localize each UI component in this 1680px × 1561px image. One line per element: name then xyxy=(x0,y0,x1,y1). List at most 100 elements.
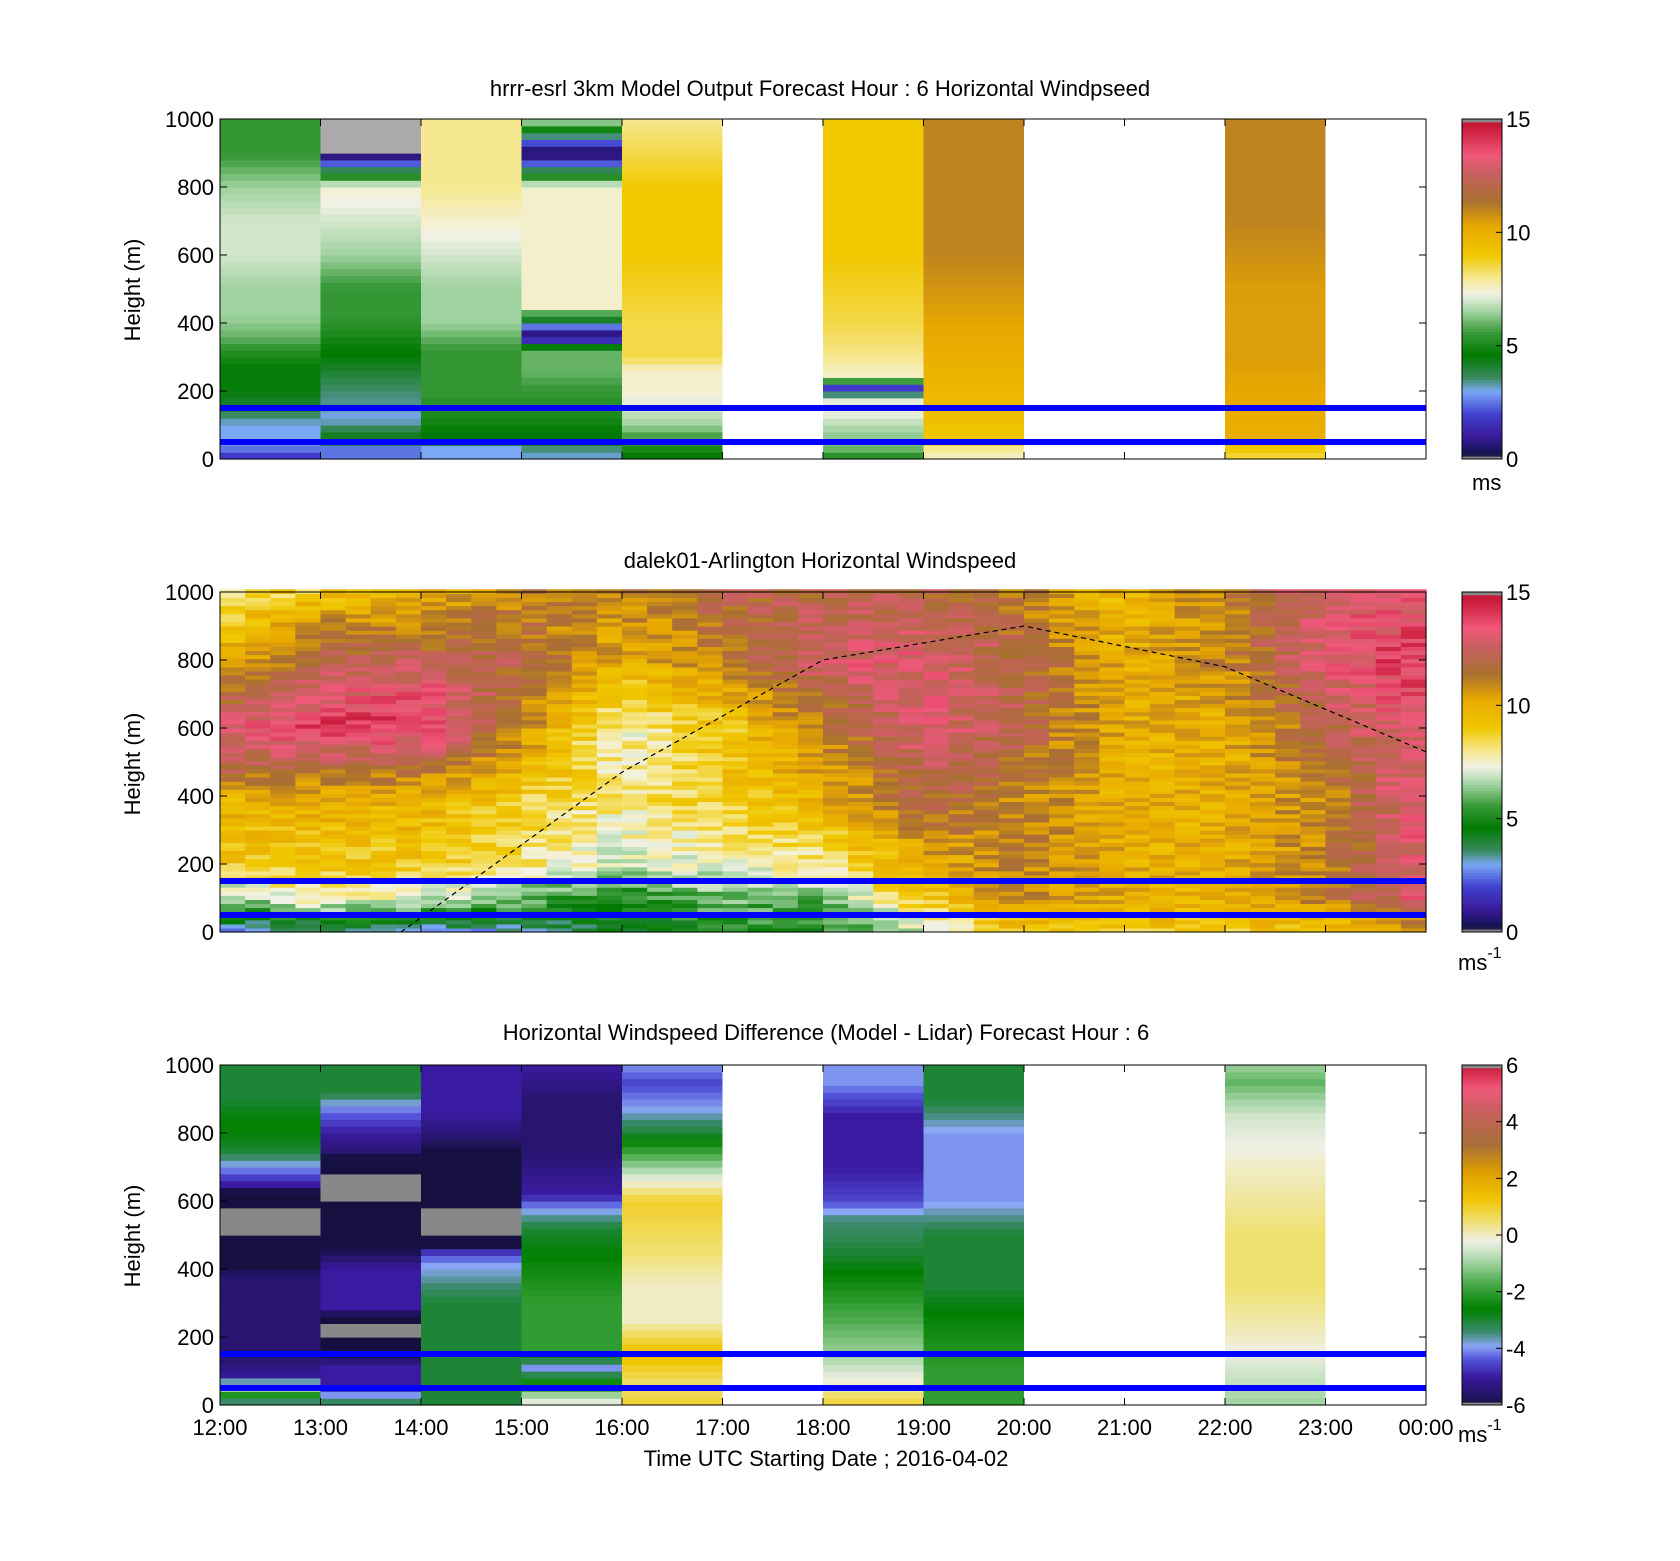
heatmap-cell xyxy=(1099,793,1126,798)
heatmap-cell xyxy=(395,711,422,717)
heatmap-cell xyxy=(270,915,296,921)
heatmap-cell xyxy=(1049,630,1075,635)
heatmap-cell xyxy=(571,707,598,713)
heatmap-cell xyxy=(421,838,447,843)
heatmap-cell xyxy=(320,1065,421,1073)
heatmap-cell xyxy=(923,597,950,603)
heatmap-cell xyxy=(1174,821,1201,827)
heatmap-cell xyxy=(421,858,447,864)
heatmap-cell xyxy=(823,275,924,283)
heatmap-cell xyxy=(1400,781,1427,786)
heatmap-cell xyxy=(446,760,472,766)
heatmap-cell xyxy=(1124,691,1151,696)
colorbar-swatch xyxy=(1462,835,1502,839)
heatmap-cell xyxy=(1225,370,1326,378)
heatmap-cell xyxy=(1400,846,1427,851)
heatmap-cell xyxy=(1099,866,1126,872)
heatmap-cell xyxy=(521,805,548,811)
heatmap-cell xyxy=(270,728,296,733)
heatmap-cell xyxy=(873,687,899,692)
heatmap-cell xyxy=(1350,858,1377,864)
heatmap-cell xyxy=(571,650,598,656)
heatmap-cell xyxy=(295,874,322,880)
heatmap-cell xyxy=(1225,634,1251,639)
heatmap-cell xyxy=(1350,609,1377,615)
heatmap-cell xyxy=(1049,772,1075,778)
heatmap-cell xyxy=(973,891,1000,896)
heatmap-cell xyxy=(772,772,799,778)
heatmap-cell xyxy=(496,834,523,839)
heatmap-cell xyxy=(622,883,648,888)
heatmap-cell xyxy=(395,927,422,933)
heatmap-cell xyxy=(647,903,673,909)
heatmap-cell xyxy=(370,866,397,872)
heatmap-cell xyxy=(1124,736,1151,741)
colorbar-swatch xyxy=(1462,436,1502,440)
heatmap-cell xyxy=(1400,658,1427,664)
heatmap-cell xyxy=(395,609,422,615)
heatmap-cell xyxy=(1325,870,1352,876)
heatmap-cell xyxy=(1325,654,1352,660)
heatmap-cell xyxy=(823,662,849,668)
heatmap-cell xyxy=(697,891,724,896)
heatmap-cell xyxy=(1124,817,1151,823)
heatmap-cell xyxy=(1250,695,1276,701)
heatmap-cell xyxy=(370,858,397,864)
heatmap-cell xyxy=(345,862,372,868)
heatmap-cell xyxy=(797,883,824,888)
heatmap-cell xyxy=(848,797,874,803)
heatmap-cell xyxy=(571,711,598,717)
heatmap-cell xyxy=(1174,638,1201,643)
heatmap-cell xyxy=(496,740,523,745)
heatmap-cell xyxy=(596,728,623,733)
heatmap-cell xyxy=(571,630,598,635)
heatmap-cell xyxy=(1174,740,1201,745)
heatmap-cell xyxy=(421,1180,522,1188)
heatmap-cell xyxy=(1149,695,1176,701)
heatmap-cell xyxy=(647,662,673,668)
heatmap-cell xyxy=(1049,899,1075,905)
colorbar-swatch xyxy=(1462,433,1502,437)
heatmap-cell xyxy=(1099,891,1126,896)
heatmap-cell xyxy=(647,809,673,815)
heatmap-cell xyxy=(245,825,271,831)
heatmap-cell xyxy=(797,887,824,892)
heatmap-cell xyxy=(948,609,975,615)
heatmap-cell xyxy=(1325,834,1352,839)
heatmap-cell xyxy=(747,760,774,766)
heatmap-cell xyxy=(873,638,899,643)
heatmap-cell xyxy=(1225,838,1251,843)
heatmap-cell xyxy=(772,830,799,835)
heatmap-cell xyxy=(747,821,774,827)
colorbar-swatch xyxy=(1462,357,1502,361)
heatmap-cell xyxy=(1225,650,1251,656)
colorbar-swatch xyxy=(1462,852,1502,856)
heatmap-cell xyxy=(1174,634,1201,639)
heatmap-cell xyxy=(546,703,573,709)
heatmap-cell xyxy=(797,895,824,900)
heatmap-cell xyxy=(1149,670,1176,676)
heatmap-cell xyxy=(747,927,774,933)
heatmap-cell xyxy=(320,927,347,933)
heatmap-cell xyxy=(496,719,523,725)
heatmap-cell xyxy=(948,748,975,754)
heatmap-cell xyxy=(421,241,522,249)
heatmap-cell xyxy=(823,363,924,372)
heatmap-cell xyxy=(722,650,749,656)
heatmap-cell xyxy=(220,638,246,643)
heatmap-cell xyxy=(295,821,322,827)
heatmap-cell xyxy=(1099,679,1126,684)
heatmap-cell xyxy=(521,1269,622,1277)
heatmap-cell xyxy=(1149,626,1176,631)
heatmap-cell xyxy=(672,846,698,851)
heatmap-cell xyxy=(923,748,950,754)
heatmap-cell xyxy=(1400,752,1427,758)
heatmap-cell xyxy=(1325,801,1352,807)
heatmap-cell xyxy=(471,752,497,758)
colorbar-swatch xyxy=(1462,212,1502,216)
heatmap-cell xyxy=(395,666,422,672)
heatmap-cell xyxy=(1225,674,1251,680)
heatmap-cell xyxy=(697,805,724,811)
heatmap-cell xyxy=(421,903,447,909)
heatmap-cell xyxy=(295,927,322,933)
